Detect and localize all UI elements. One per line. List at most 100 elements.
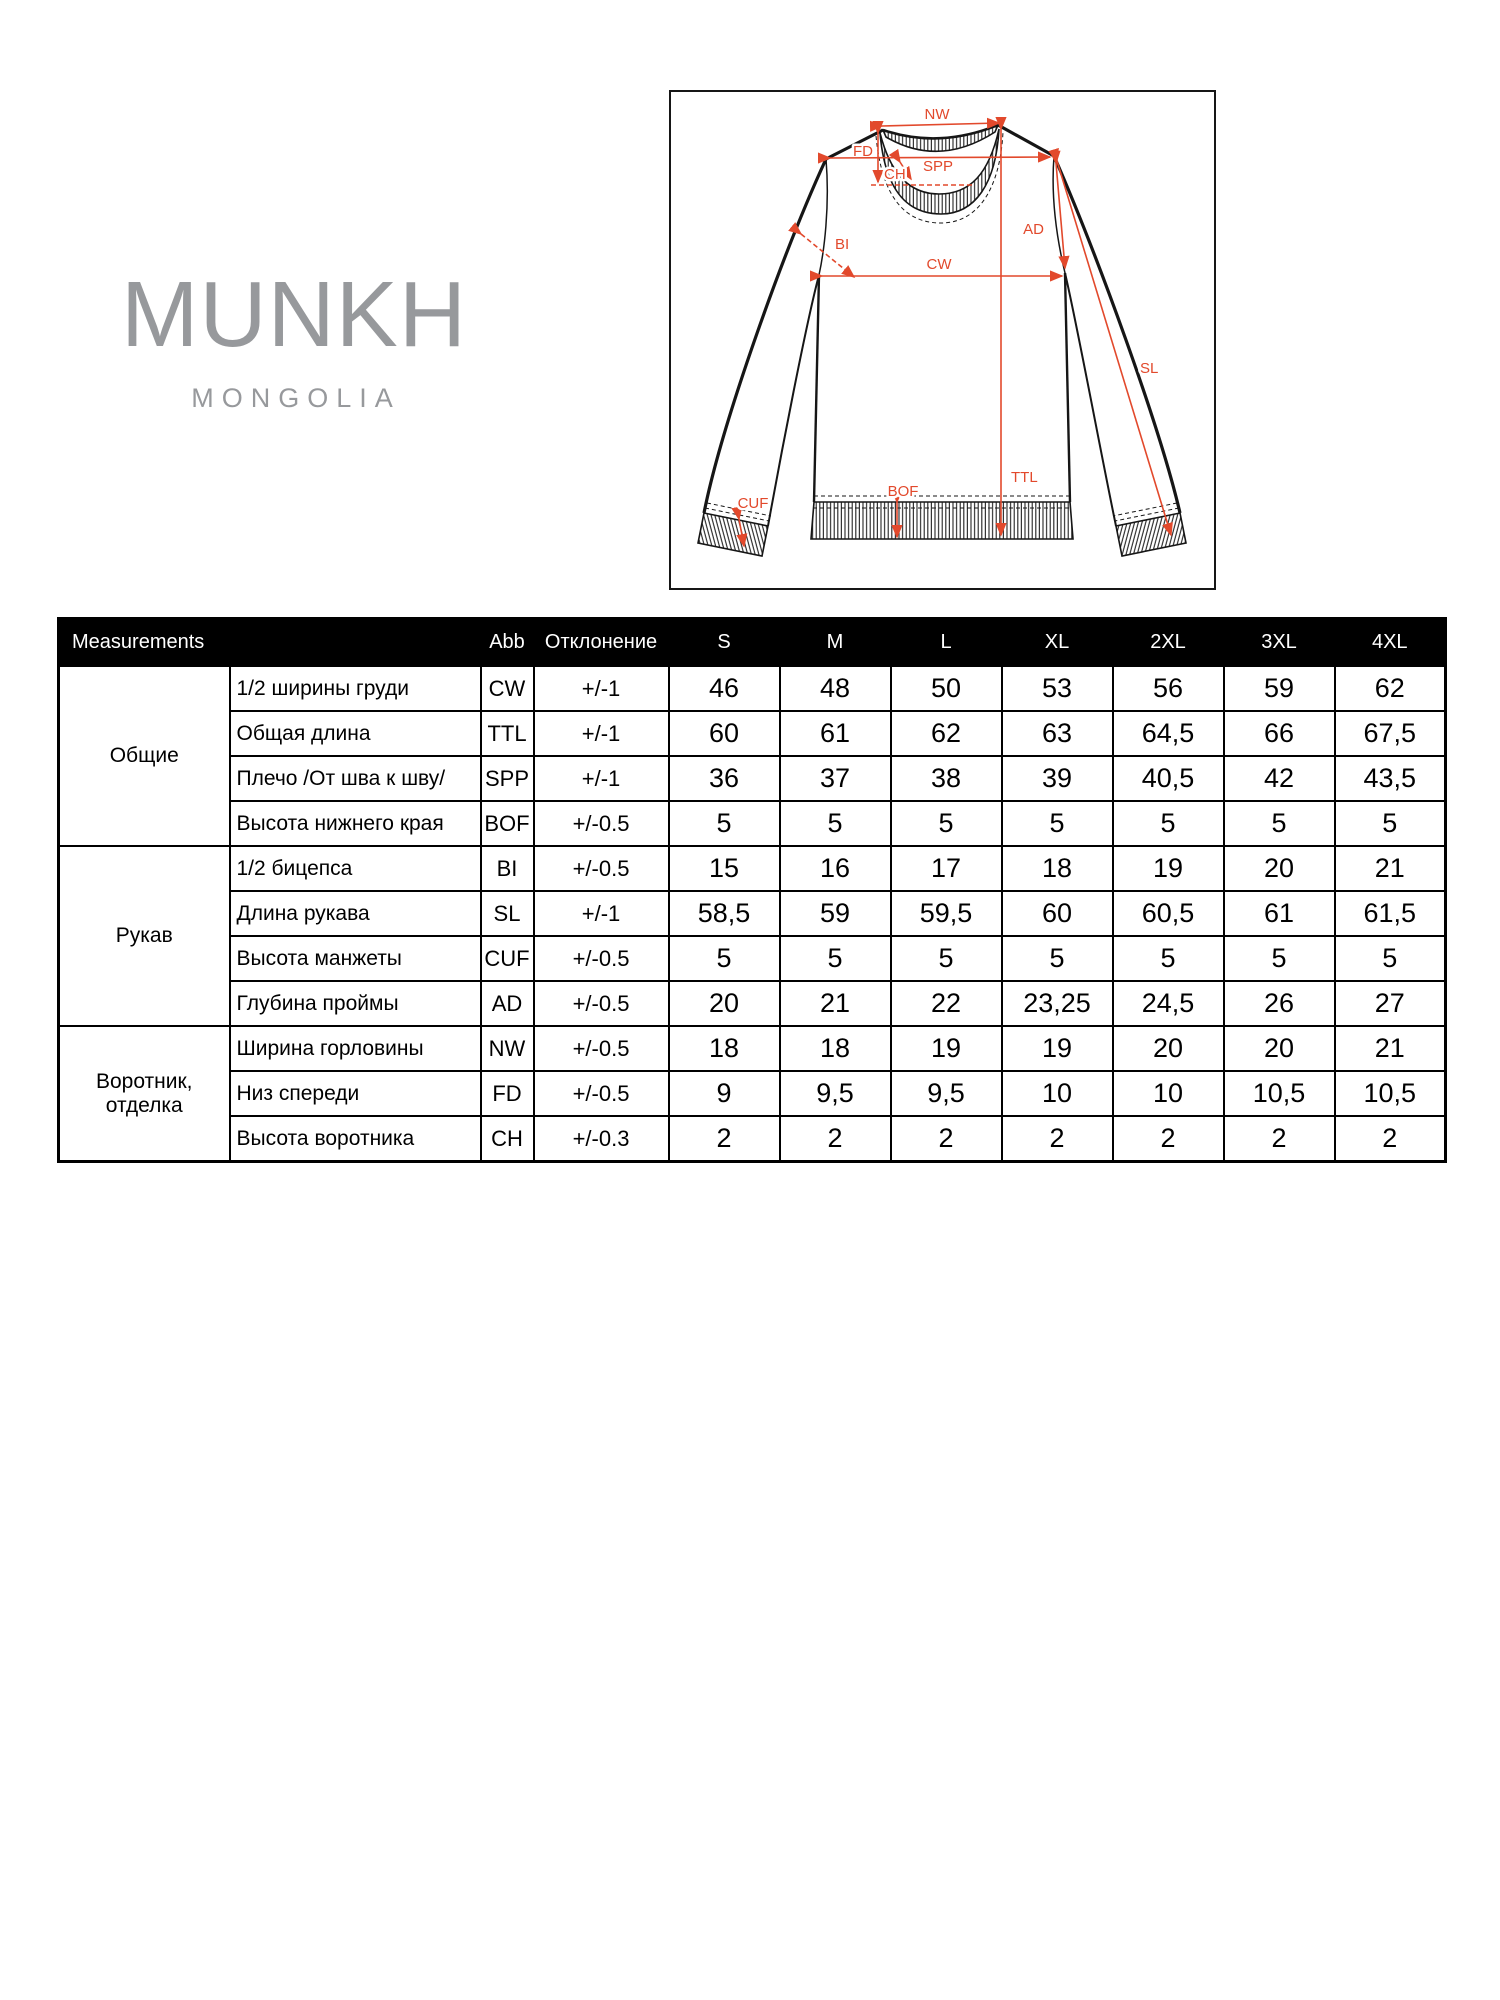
size-value-cell: 10 [1000, 1070, 1114, 1117]
cuf-measure-line [731, 506, 748, 548]
collar-stitch-arc [875, 131, 1004, 224]
header-size-xl: XL [1000, 617, 1114, 667]
brand-name: MUNKH [121, 262, 467, 366]
cuf-label: CUF [738, 495, 769, 512]
header-size-m: M [778, 617, 892, 667]
size-value-cell: 18 [778, 1025, 892, 1072]
header-size-s: S [667, 617, 781, 667]
size-value-cell: 61 [1222, 890, 1336, 937]
size-value-cell: 59 [1222, 665, 1336, 712]
right-shoulder-seam [997, 123, 1055, 158]
measurement-label-cell: 1/2 ширины груди [228, 665, 482, 712]
deviation-cell: +/-1 [532, 755, 670, 802]
size-value-cell: 5 [1333, 800, 1447, 847]
size-value-cell: 10,5 [1222, 1070, 1336, 1117]
size-value-cell: 5 [1222, 935, 1336, 982]
brand-subtitle: MONGOLIA [191, 383, 401, 413]
abbreviation-cell: SPP [479, 755, 535, 802]
sweater-diagram: NW FD SPP CH BI AD CW SL TTL BOF CUF [697, 104, 1187, 557]
ch-label: CH [884, 166, 906, 183]
header-deviation: Отклонение [532, 617, 670, 667]
size-value-cell: 21 [1333, 845, 1447, 892]
table-row: Длина рукава SL +/-1 58,5 59 59,5 60 60,5 61 61,5 [59, 890, 1447, 937]
header-size-2xl: 2XL [1111, 617, 1225, 667]
abbreviation-cell: NW [479, 1025, 535, 1072]
size-value-cell: 39 [1000, 755, 1114, 802]
left-cuff-stitch-line [706, 502, 772, 517]
size-value-cell: 60,5 [1111, 890, 1225, 937]
table-row: Общие 1/2 ширины груди CW +/-1 46 48 50 53 56 59 6… [57, 665, 1447, 847]
size-value-cell: 20 [1111, 1025, 1225, 1072]
size-value-cell: 64,5 [1111, 710, 1225, 757]
size-value-cell: 2 [778, 1115, 892, 1163]
size-value-cell: 62 [889, 710, 1003, 757]
abbreviation-cell: AD [479, 980, 535, 1027]
size-value-cell: 60 [1000, 890, 1114, 937]
size-value-cell: 2 [1333, 1115, 1447, 1163]
size-value-cell: 15 [667, 845, 781, 892]
measurement-label-cell: Глубина проймы [228, 980, 482, 1027]
size-value-cell: 5 [778, 800, 892, 847]
abbreviation-cell: FD [479, 1070, 535, 1117]
size-value-cell: 40,5 [1111, 755, 1225, 802]
deviation-cell: +/-1 [532, 890, 670, 937]
table-row: Общая длина TTL +/-1 60 61 62 63 64,5 66 67,5 [59, 710, 1447, 757]
left-sleeve-inner-edge [767, 274, 820, 527]
measurement-label-cell: Ширина горловины [228, 1025, 482, 1072]
hem-rib-band [810, 501, 1074, 540]
measurement-label-cell: Общая длина [228, 710, 482, 757]
abbreviation-cell: SL [479, 890, 535, 937]
size-value-cell: 61,5 [1333, 890, 1447, 937]
header-size-l: L [889, 617, 1003, 667]
size-value-cell: 59 [778, 890, 892, 937]
sl-label: SL [1140, 360, 1158, 377]
size-value-cell: 19 [1000, 1025, 1114, 1072]
group-cell: Воротник, отделка [57, 1025, 231, 1163]
size-value-cell: 59,5 [889, 890, 1003, 937]
size-value-cell: 48 [778, 665, 892, 712]
header-measurements: Measurements [57, 617, 482, 667]
spp-label: SPP [923, 158, 953, 175]
header-abb: Abb [479, 617, 535, 667]
size-value-cell: 60 [667, 710, 781, 757]
measurement-label-cell: Высота воротника [228, 1115, 482, 1163]
table-row: Глубина проймы AD +/-0.5 20 21 22 23,25 24,5 26 2… [59, 980, 1447, 1027]
size-value-cell: 5 [1222, 800, 1336, 847]
bof-label: BOF [888, 483, 919, 500]
size-value-cell: 27 [1333, 980, 1447, 1027]
deviation-cell: +/-0.3 [532, 1115, 670, 1163]
abbreviation-cell: BOF [479, 800, 535, 847]
abbreviation-cell: TTL [479, 710, 535, 757]
abbreviation-cell: CH [479, 1115, 535, 1163]
cw-label: CW [927, 256, 953, 273]
size-value-cell: 67,5 [1333, 710, 1447, 757]
size-value-cell: 5 [667, 800, 781, 847]
size-value-cell: 43,5 [1333, 755, 1447, 802]
size-value-cell: 20 [667, 980, 781, 1027]
table-row: Рукав 1/2 бицепса BI +/-0.5 15 16 17 18 19 20 21 [57, 845, 1447, 1027]
size-value-cell: 5 [667, 935, 781, 982]
nw-label: NW [925, 106, 951, 123]
size-value-cell: 61 [778, 710, 892, 757]
size-value-cell: 5 [1000, 800, 1114, 847]
left-sleeve [704, 159, 827, 526]
size-value-cell: 38 [889, 755, 1003, 802]
size-value-cell: 36 [667, 755, 781, 802]
size-value-cell: 37 [778, 755, 892, 802]
measurement-label-cell: Низ спереди [228, 1070, 482, 1117]
size-value-cell: 21 [1333, 1025, 1447, 1072]
size-value-cell: 24,5 [1111, 980, 1225, 1027]
group-cell: Рукав [57, 845, 231, 1027]
deviation-cell: +/-0.5 [532, 845, 670, 892]
size-value-cell: 16 [778, 845, 892, 892]
abbreviation-cell: CUF [479, 935, 535, 982]
bi-measure-line [788, 222, 856, 279]
size-table: Measurements Abb Отклонение S M L XL 2XL… [57, 617, 1447, 1163]
size-value-cell: 20 [1222, 845, 1336, 892]
size-value-cell: 5 [1333, 935, 1447, 982]
deviation-cell: +/-1 [532, 710, 670, 757]
size-value-cell: 5 [1111, 800, 1225, 847]
sl-measure-line [1048, 147, 1173, 537]
ad-label: AD [1023, 221, 1044, 238]
